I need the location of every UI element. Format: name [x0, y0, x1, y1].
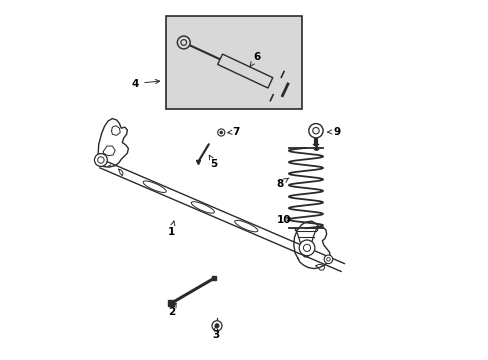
Circle shape — [299, 240, 314, 256]
Circle shape — [324, 255, 332, 264]
Circle shape — [214, 324, 219, 328]
Text: 7: 7 — [227, 127, 239, 137]
Bar — [165, 16, 301, 109]
Text: 1: 1 — [167, 221, 175, 237]
Circle shape — [220, 131, 222, 134]
Text: 3: 3 — [212, 326, 219, 341]
Circle shape — [177, 36, 190, 49]
Text: 6: 6 — [249, 52, 260, 67]
Text: 4: 4 — [132, 78, 159, 89]
Circle shape — [212, 321, 222, 331]
Circle shape — [217, 129, 224, 136]
Circle shape — [308, 123, 323, 138]
Text: 8: 8 — [276, 178, 288, 189]
Text: 5: 5 — [209, 155, 217, 169]
Text: 9: 9 — [327, 127, 340, 137]
Circle shape — [94, 154, 107, 166]
Text: 2: 2 — [167, 303, 176, 317]
Polygon shape — [217, 54, 272, 88]
Text: 10: 10 — [276, 215, 290, 225]
